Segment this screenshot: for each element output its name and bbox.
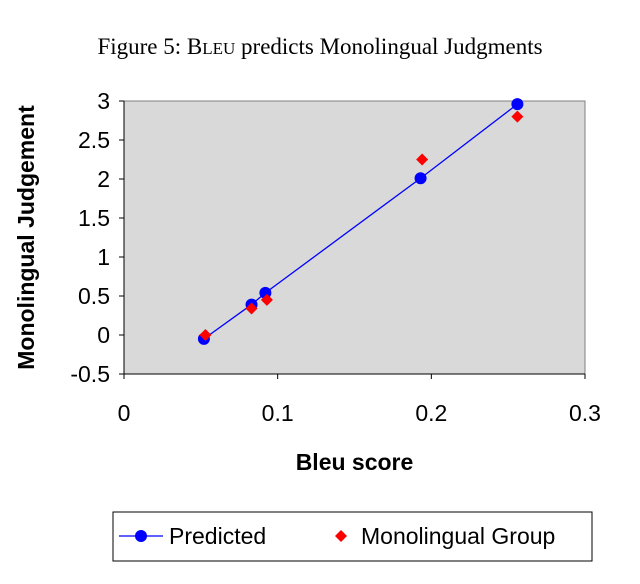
- y-tick-label: -0.5: [70, 361, 110, 387]
- y-tick-label: 2.5: [78, 127, 110, 153]
- x-tick-label: 0: [118, 400, 131, 426]
- legend-marker-monolingual-group: [335, 530, 347, 542]
- legend-marker-predicted: [135, 530, 147, 542]
- x-tick-label: 0.1: [262, 400, 294, 426]
- y-tick-label: 2: [97, 166, 110, 192]
- y-tick-label: 1.5: [78, 205, 110, 231]
- series-monolingual-group: [199, 110, 524, 341]
- x-tick-label: 0.2: [415, 400, 447, 426]
- y-axis-label: Monolingual Judgement: [13, 105, 39, 370]
- legend-box: [112, 511, 593, 562]
- y-tick-label: 1: [97, 244, 110, 270]
- data-point: [511, 110, 524, 123]
- data-point: [199, 329, 212, 341]
- data-point: [245, 302, 258, 315]
- legend-label-monolingual-group: Monolingual Group: [361, 523, 555, 549]
- data-point: [416, 153, 429, 166]
- x-tick-label: 0.3: [569, 400, 601, 426]
- legend-label-predicted: Predicted: [169, 523, 266, 549]
- data-point: [414, 172, 427, 185]
- y-tick-label: 0.5: [78, 283, 110, 309]
- data-point: [260, 293, 273, 306]
- series-layer: [197, 98, 524, 345]
- plot-area: [123, 100, 586, 375]
- legend: Predicted Monolingual Group: [112, 511, 593, 562]
- chart-title: Figure 5: BLEU predicts Monolingual Judg…: [97, 34, 542, 59]
- x-axis-label: Bleu score: [296, 449, 414, 475]
- data-point: [511, 98, 524, 111]
- y-tick-label: 3: [97, 88, 110, 114]
- y-axis: -0.5 0 0.5 1 1.5 2 2.5 3: [70, 88, 125, 387]
- x-axis: 0 0.1 0.2 0.3: [118, 373, 601, 426]
- y-tick-label: 0: [97, 322, 110, 348]
